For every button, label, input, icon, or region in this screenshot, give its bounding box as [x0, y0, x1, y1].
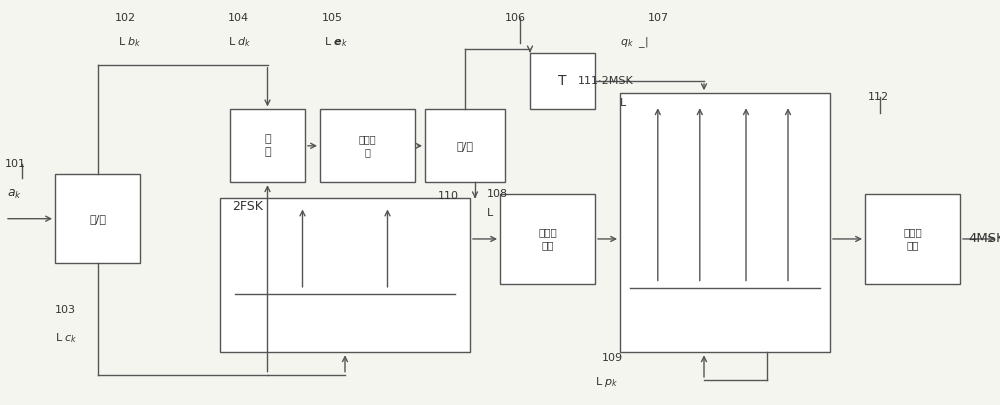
Bar — [530, 53, 595, 109]
Text: 103: 103 — [55, 305, 76, 315]
Text: 111·2MSK: 111·2MSK — [578, 76, 634, 86]
Text: 112: 112 — [868, 92, 889, 102]
Text: 104: 104 — [228, 13, 249, 23]
Bar — [865, 194, 960, 284]
Text: T: T — [558, 74, 567, 88]
Text: 串/并: 串/并 — [89, 214, 106, 224]
Bar — [500, 194, 595, 284]
Text: 109: 109 — [602, 354, 623, 363]
Text: 102: 102 — [115, 13, 136, 23]
Text: 107: 107 — [648, 13, 669, 23]
Text: 串/并: 串/并 — [456, 141, 474, 151]
Text: 108: 108 — [487, 190, 508, 199]
Bar — [620, 93, 830, 352]
Text: L $b_k$: L $b_k$ — [118, 36, 142, 49]
Text: 106: 106 — [505, 13, 526, 23]
Bar — [425, 109, 505, 182]
Bar — [320, 109, 415, 182]
Text: L $c_k$: L $c_k$ — [55, 331, 78, 345]
Text: 异
或: 异 或 — [264, 134, 271, 158]
Text: 101: 101 — [5, 159, 26, 169]
Text: 2FSK: 2FSK — [232, 200, 263, 213]
Text: 差分编
码: 差分编 码 — [359, 134, 376, 158]
Bar — [220, 198, 470, 352]
Text: 105: 105 — [322, 13, 343, 23]
Text: L $d_k$: L $d_k$ — [228, 36, 252, 49]
Text: L: L — [487, 208, 493, 217]
Text: 110: 110 — [438, 192, 459, 201]
Text: L $p_k$: L $p_k$ — [595, 375, 619, 388]
Bar — [230, 109, 305, 182]
Text: L $\boldsymbol{e}_k$: L $\boldsymbol{e}_k$ — [324, 36, 348, 49]
Text: $a_k$: $a_k$ — [7, 188, 22, 200]
Text: 带通滤
波器: 带通滤 波器 — [538, 227, 557, 251]
Text: 4MSK: 4MSK — [968, 232, 1000, 245]
Text: 带通滤
波器: 带通滤 波器 — [903, 227, 922, 251]
Text: $q_k$  _|: $q_k$ _| — [620, 35, 649, 50]
Bar — [55, 174, 140, 263]
Text: L: L — [620, 98, 626, 108]
